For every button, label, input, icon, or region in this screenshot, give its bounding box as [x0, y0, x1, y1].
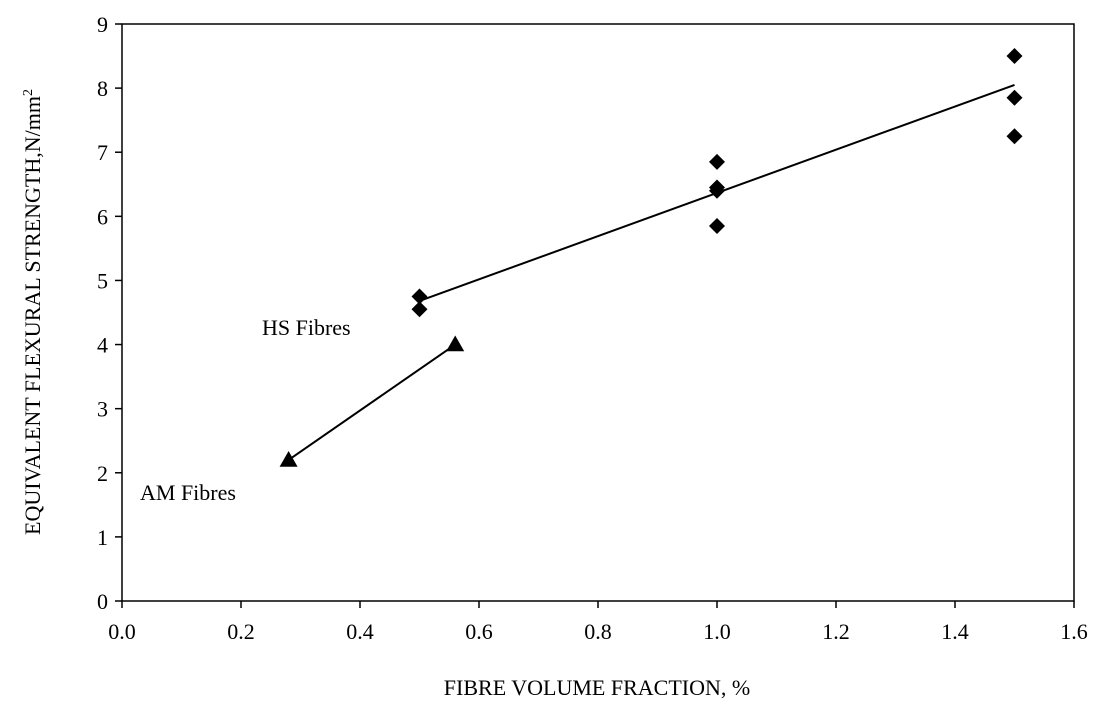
data-point-hs-fibres: [709, 182, 725, 199]
trendline-am-fibres: [288, 343, 456, 461]
trendlines: [288, 83, 1015, 461]
data-point-am-fibres: [446, 335, 465, 352]
x-tick-label: 0.6: [465, 619, 493, 644]
x-tick-label: 0.8: [584, 619, 612, 644]
y-tick-label: 9: [97, 12, 108, 37]
data-point-hs-fibres: [1006, 89, 1023, 106]
y-axis: 0 1 2 3 4 5 6 7 8 9: [97, 12, 122, 614]
y-axis-title-unit-sup: 2: [21, 89, 36, 96]
y-tick-label: 1: [97, 525, 108, 550]
x-tick-label: 1.0: [703, 619, 731, 644]
y-axis-title: EQUIVALENT FLEXURAL STRENGTH,N/mm2: [20, 89, 45, 535]
y-tick-label: 3: [97, 397, 108, 422]
x-tick-label: 0.2: [227, 619, 255, 644]
x-tick-label: 1.2: [822, 619, 850, 644]
y-tick-label: 6: [97, 204, 108, 229]
y-axis-title-unit: N/mm: [20, 96, 45, 152]
y-tick-label: 7: [97, 140, 108, 165]
y-axis-title-text: EQUIVALENT FLEXURAL STRENGTH,: [20, 152, 45, 535]
data-point-am-fibres: [279, 450, 298, 467]
y-tick-label: 5: [97, 268, 108, 293]
series-label-am-fibres: AM Fibres: [140, 480, 236, 505]
y-tick-label: 0: [97, 589, 108, 614]
x-axis-title: FIBRE VOLUME FRACTION, %: [444, 675, 750, 700]
x-tick-label: 0.0: [108, 619, 136, 644]
x-tick-label: 1.4: [941, 619, 969, 644]
x-tick-label: 0.4: [346, 619, 374, 644]
data-point-hs-fibres: [411, 301, 428, 318]
data-point-hs-fibres: [709, 217, 725, 234]
plot-frame: [121, 23, 1075, 602]
data-point-hs-fibres: [411, 288, 428, 305]
y-tick-label: 2: [97, 461, 108, 486]
plot-border: [121, 23, 1075, 602]
data-markers: [279, 48, 1023, 467]
x-tick-label: 1.6: [1060, 619, 1088, 644]
x-axis: 0.0 0.2 0.4 0.6 0.8 1.0 1.2 1.4 1.6: [108, 601, 1088, 644]
y-tick-label: 8: [97, 76, 108, 101]
series-label-hs-fibres: HS Fibres: [262, 315, 351, 340]
data-point-hs-fibres: [1006, 128, 1023, 145]
data-point-hs-fibres: [1006, 48, 1023, 65]
data-point-hs-fibres: [709, 153, 725, 170]
y-tick-label: 4: [97, 333, 108, 358]
